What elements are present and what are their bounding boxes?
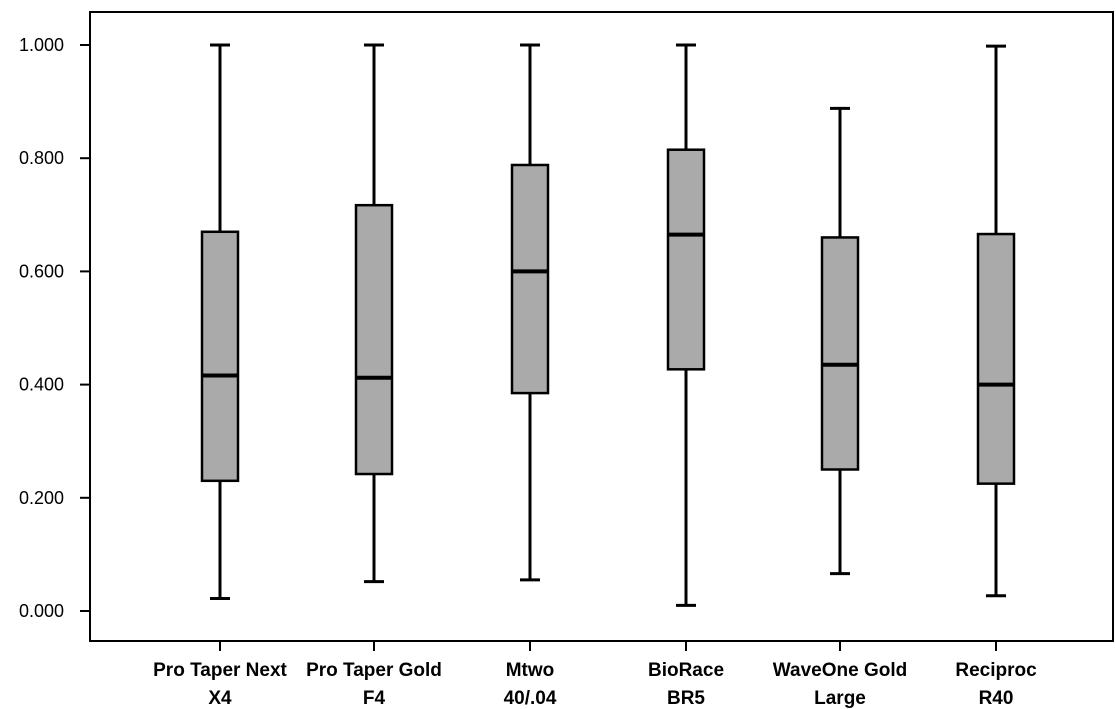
box-item [666,43,706,607]
y-tick-label: 0.800 [19,148,64,168]
box-item [510,43,550,582]
category-label-line1: Mtwo [506,660,555,681]
box-item [354,43,394,584]
box-item [976,44,1016,598]
iqr-box [354,203,394,476]
category-label-line1: BioRace [648,660,724,681]
box-item [820,106,860,576]
category-label-line1: WaveOne Gold [773,660,907,681]
y-tick-label: 0.200 [19,488,64,508]
iqr-box [976,232,1016,485]
box-item [200,43,240,601]
category-label-line2: F4 [363,688,386,709]
plot-frame [89,11,1114,642]
y-tick-label: 0.000 [19,601,64,621]
boxes-group [200,43,1016,607]
category-label-line2: BR5 [667,688,705,709]
category-label-line2: R40 [979,688,1014,709]
category-label-line2: 40/.04 [504,688,557,709]
y-tick-label: 0.600 [19,261,64,281]
x-axis: Pro Taper Next X4 Pro Taper Gold F4 Mtwo 40/.… [153,641,1037,709]
iqr-box [820,236,860,471]
category-label-line2: Large [814,688,866,709]
y-tick-label: 0.400 [19,375,64,395]
category-label-line1: Pro Taper Gold [306,660,442,681]
iqr-box [666,148,706,371]
category-label-line2: X4 [208,688,232,709]
y-tick-label: 1.000 [19,35,64,55]
iqr-box [510,163,550,395]
y-axis: 0.000 0.200 0.400 0.600 0.800 1.000 [19,35,90,621]
iqr-box [200,230,240,483]
category-label-line1: Reciproc [955,660,1037,681]
category-label-line1: Pro Taper Next [153,660,287,681]
